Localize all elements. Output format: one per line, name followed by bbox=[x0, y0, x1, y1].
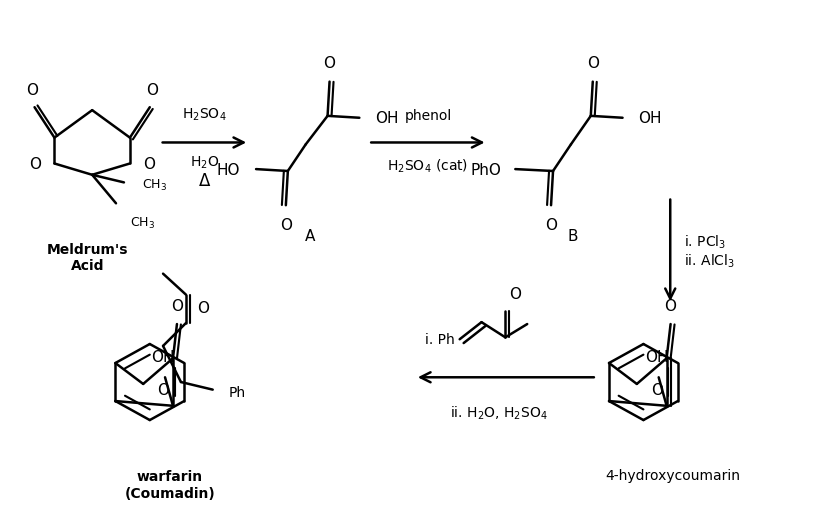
Text: O: O bbox=[157, 382, 169, 397]
Text: O: O bbox=[26, 83, 39, 97]
Text: O: O bbox=[146, 83, 158, 97]
Text: 4-hydroxycoumarin: 4-hydroxycoumarin bbox=[606, 468, 741, 482]
Text: H$_2$SO$_4$ (cat): H$_2$SO$_4$ (cat) bbox=[388, 158, 468, 175]
Text: HO: HO bbox=[216, 162, 240, 177]
Text: O: O bbox=[197, 301, 209, 316]
Text: H$_2$SO$_4$: H$_2$SO$_4$ bbox=[182, 106, 226, 122]
Text: warfarin
(Coumadin): warfarin (Coumadin) bbox=[124, 470, 215, 500]
Text: i. PCl$_3$: i. PCl$_3$ bbox=[684, 233, 726, 250]
Text: O: O bbox=[323, 56, 336, 71]
Text: A: A bbox=[305, 229, 315, 243]
Text: O: O bbox=[280, 217, 292, 232]
Text: Ph: Ph bbox=[229, 385, 246, 399]
Text: i. Ph: i. Ph bbox=[425, 333, 454, 346]
Text: CH$_3$: CH$_3$ bbox=[142, 177, 167, 192]
Text: O: O bbox=[545, 217, 557, 232]
Text: O: O bbox=[143, 157, 155, 172]
Text: O: O bbox=[509, 287, 521, 301]
Text: PhO: PhO bbox=[471, 162, 501, 177]
Text: Meldrum's
Acid: Meldrum's Acid bbox=[46, 243, 128, 273]
Text: Δ: Δ bbox=[198, 172, 210, 189]
Text: phenol: phenol bbox=[404, 109, 452, 122]
Text: O: O bbox=[651, 382, 663, 397]
Text: O: O bbox=[171, 298, 183, 313]
Text: ii. H$_2$O, H$_2$SO$_4$: ii. H$_2$O, H$_2$SO$_4$ bbox=[450, 404, 548, 422]
Text: OH: OH bbox=[151, 349, 174, 364]
Text: OH: OH bbox=[645, 349, 668, 364]
Text: O: O bbox=[587, 56, 599, 71]
Text: O: O bbox=[665, 298, 677, 313]
Text: OH: OH bbox=[639, 111, 662, 126]
Text: CH$_3$: CH$_3$ bbox=[130, 215, 155, 230]
Text: OH: OH bbox=[375, 111, 399, 126]
Text: B: B bbox=[568, 229, 578, 243]
Text: O: O bbox=[30, 157, 41, 172]
Text: H$_2$O: H$_2$O bbox=[190, 155, 219, 171]
Text: ii. AlCl$_3$: ii. AlCl$_3$ bbox=[684, 251, 735, 269]
